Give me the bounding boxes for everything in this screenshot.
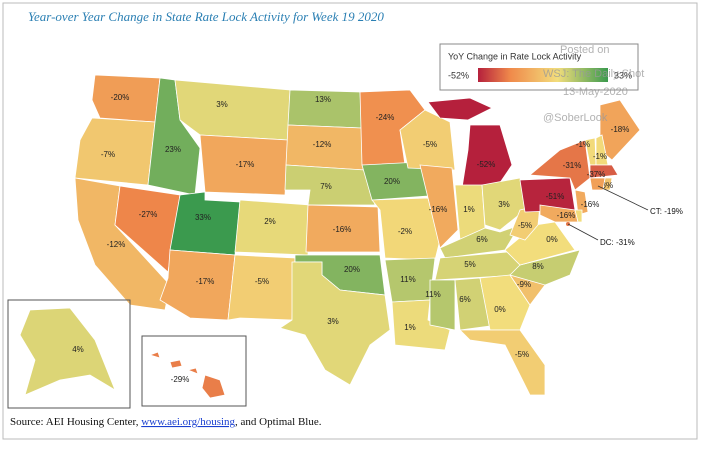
state-label: -12% [107,240,126,249]
state-label: -2% [398,227,412,236]
state-label: 33% [195,213,211,222]
callout: CT: -19% [650,207,683,216]
state-label: -16% [429,205,448,214]
state-label: 0% [494,305,506,314]
alaska-inset [7,299,131,409]
state [186,367,199,375]
state-label: 6% [459,295,471,304]
state-label: -52% [477,160,496,169]
state [481,177,526,231]
state-label: 8% [532,262,544,271]
state-label: -16% [557,211,576,220]
title: Year-over Year Change in State Rate Lock… [28,9,384,24]
legend-title: YoY Change in Rate Lock Activity [448,51,582,61]
state-label: 0% [546,235,558,244]
state-label: 1% [404,323,416,332]
state-label: -1% [593,152,607,161]
state [589,164,619,179]
callout: DC: -31% [600,238,635,247]
state [201,374,226,399]
state [574,209,583,223]
state-label: 20% [384,177,400,186]
state-label: 11% [425,290,440,299]
watermark: @SoberLook [543,112,608,124]
state-label: -17% [196,277,215,286]
us-map: -20% -7% -12% -27% 23% 3% -17% 33% 2% -17% -5% 13% -… [19,74,683,399]
state-label: -5% [515,350,529,359]
watermark: WSJ: The Daily Shot [543,68,644,80]
callout-line [567,223,599,241]
state [279,261,391,386]
state-label: 5% [464,260,476,269]
state [169,191,241,256]
state [574,189,589,216]
state-label: 3% [327,317,339,326]
state [589,177,606,191]
state-label: 3% [216,100,228,109]
source-link[interactable]: www.aei.org/housing [141,416,235,428]
watermark: Posted on [560,44,610,56]
state [199,134,289,196]
state-label: 6% [476,235,488,244]
legend-max: 33% [614,70,632,80]
watermark: 13-May-2020 [563,86,628,98]
state-label: -9% [517,280,531,289]
hawaii-inset [141,335,247,407]
source-text: , and Optimal Blue. [235,416,322,428]
state-label: -5% [255,277,269,286]
legend-box [439,43,639,91]
state-label: -5% [423,140,437,149]
state-label: -51% [546,192,565,201]
source-text: Source: AEI Housing Center, [10,416,141,428]
state [427,97,493,121]
legend-gradient [478,68,608,82]
state [234,199,311,256]
state-label: -29% [171,375,190,384]
legend: YoY Change in Rate Lock Activity -52% 33… [439,43,639,91]
state-label: 11% [400,275,415,284]
state-label: 1% [463,205,475,214]
state [148,351,161,359]
state [429,279,456,331]
state [74,117,156,186]
state [509,249,581,286]
state [479,274,531,331]
state-label: -7% [101,150,115,159]
state-label: -5% [518,221,532,230]
state-label: -16% [581,200,600,209]
state-label: -37% [587,170,606,179]
state-label: 2% [264,217,276,226]
state-label: -17% [236,160,255,169]
source: Source: AEI Housing Center, www.aei.org/… [10,416,322,428]
state-label: 20% [344,265,360,274]
state-label: -24% [376,113,395,122]
state-label: -20% [111,93,130,102]
state-label: -31% [563,161,582,170]
state [539,204,579,223]
state [227,254,296,321]
state-label: -12% [313,140,332,149]
legend-min: -52% [448,70,469,80]
state [19,307,116,396]
state [419,164,459,249]
state-label: 4% [72,345,84,354]
state-label: -27% [139,210,158,219]
state [399,109,456,171]
state-label: -16% [333,225,352,234]
state-label: -18% [611,125,630,134]
state-label: -1% [576,140,590,149]
state [459,329,546,396]
callout-line [597,185,649,211]
state [169,359,183,369]
state [305,204,381,253]
state-label: 7% [320,182,332,191]
state-label: 3% [498,200,510,209]
state-label: 23% [165,145,181,154]
state [114,185,181,273]
state-label: 13% [315,95,331,104]
state-label: -8% [599,181,613,190]
